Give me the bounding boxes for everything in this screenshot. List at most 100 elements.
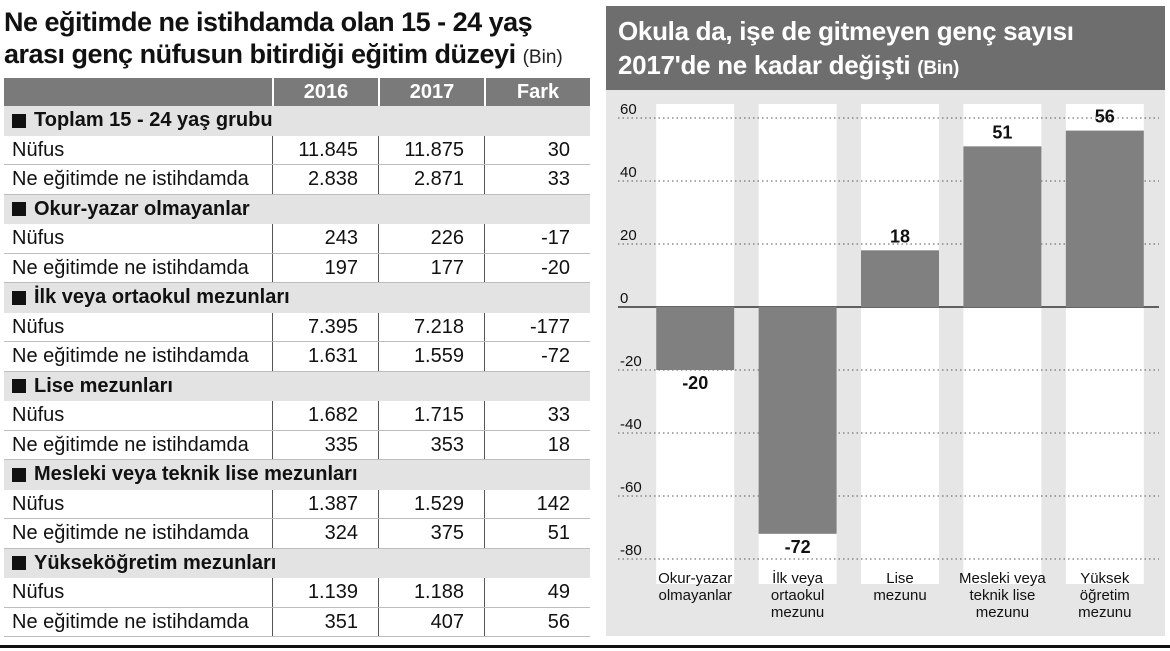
cell-2017: 11.875 [378,135,484,164]
y-tick-label: -60 [620,479,642,496]
table-row: Ne eğitimde ne istihdamda 335 353 18 [4,430,590,460]
table-group-header: Mesleki veya teknik lise mezunları [4,460,590,490]
x-category-label: Okur-yazar olmayanlar [640,570,750,604]
row-label: Nüfus [12,138,65,161]
cell-fark: 51 [484,519,590,548]
cell-2016: 11.845 [272,135,378,164]
table-row: Nüfus 243 226 -17 [4,224,590,254]
group-name: Mesleki veya teknik lise mezunları [34,463,358,485]
group-name: Okur-yazar olmayanlar [34,197,250,220]
data-table: 2016 2017 Fark Toplam 15 - 24 yaş grubu N… [4,78,590,637]
row-label: Ne eğitimde ne istihdamda [12,522,249,544]
row-label: Ne eğitimde ne istihdamda [12,433,249,456]
bar-chart: 60 40 20 0 -20 -40 -60 -80 -20 -72 18 51 56 [618,101,1159,584]
bottom-rule [0,645,1170,648]
table-title-line2: arası genç nüfusun bitirdiği eğitim düze… [4,39,516,69]
cell-fark: 18 [484,430,590,459]
row-label: Ne eğitimde ne istihdamda [12,610,249,633]
table-title-line1: Ne eğitimde ne istihdamda olan 15 - 24 y… [4,7,533,37]
x-category-label-line: Yüksek [1080,570,1130,587]
cell-fark: -17 [484,224,590,253]
table-row: Ne eğitimde ne istihdamda 2.838 2.871 33 [4,165,590,195]
cell-2017: 375 [378,519,484,548]
y-tick-label: -80 [620,542,642,559]
group-name: Lise mezunları [34,374,173,397]
y-tick-label: -40 [620,416,642,433]
bar [1065,130,1144,307]
y-tick-label: 60 [620,101,637,118]
cell-fark: -20 [484,253,590,282]
row-label: Ne eğitimde ne istihdamda [12,256,249,279]
bar [963,146,1042,307]
x-category-label-line: ortaokul [770,587,825,604]
cell-fark: -177 [484,312,590,341]
x-category-label-line: mezunu [873,587,927,604]
row-label: Nüfus [12,315,65,338]
table-group-header: Yükseköğretim mezunları [4,548,590,578]
cell-2017: 7.218 [378,312,484,341]
cell-2016: 1.387 [272,489,378,518]
chart-header: Okula da, işe de gitmeyen genç sayısı 20… [606,6,1165,90]
x-category-label-line: İlk veya [772,570,824,587]
group-name: Yükseköğretim mezunları [34,551,277,574]
cell-2017: 2.871 [378,165,484,194]
cell-fark: 33 [484,165,590,194]
cell-2016: 351 [272,607,378,636]
bar-value-label: -72 [785,537,811,557]
cell-fark: 56 [484,607,590,636]
chart-panel: Okula da, işe de gitmeyen genç sayısı 20… [606,6,1165,636]
table-panel: Ne eğitimde ne istihdamda olan 15 - 24 y… [4,6,592,637]
bar [758,307,837,534]
cell-2016: 7.395 [272,312,378,341]
header-2017: 2017 [378,78,484,106]
header-fark: Fark [484,78,590,106]
table-group-header: İlk veya ortaokul mezunları [4,283,590,313]
table-row: Nüfus 1.139 1.188 49 [4,578,590,608]
cell-2017: 1.188 [378,578,484,607]
square-bullet-icon [12,202,26,217]
table-row: Ne eğitimde ne istihdamda 324 375 51 [4,519,590,549]
table-title: Ne eğitimde ne istihdamda olan 15 - 24 y… [4,6,592,74]
y-tick-label: 40 [620,164,637,181]
cell-2017: 1.559 [378,342,484,371]
square-bullet-icon [12,290,26,305]
cell-2016: 1.631 [272,342,378,371]
group-name: İlk veya ortaokul mezunları [34,286,290,308]
bar-value-label: 51 [992,122,1012,142]
table-body: Toplam 15 - 24 yaş grubu Nüfus 11.845 11.87… [4,106,590,637]
header-spacer [4,78,272,106]
table-row: Ne eğitimde ne istihdamda 351 407 56 [4,607,590,637]
table-group-header: Toplam 15 - 24 yaş grubu [4,106,590,136]
table-group-header: Okur-yazar olmayanlar [4,194,590,224]
x-category-label-line: öğretim [1079,587,1130,604]
y-tick-label: -20 [620,353,642,370]
cell-2016: 335 [272,430,378,459]
header-2016: 2016 [272,78,378,106]
chart-title: Okula da, işe de gitmeyen genç sayısı 20… [618,14,1158,86]
square-bullet-icon [12,113,26,128]
cell-fark: 33 [484,401,590,430]
table-header-row: 2016 2017 Fark [4,78,590,106]
table-title-unit: (Bin) [522,47,563,68]
cell-2016: 197 [272,253,378,282]
bar-value-label: 56 [1095,107,1115,127]
row-label: Nüfus [12,227,65,249]
cell-fark: 142 [484,489,590,518]
bar-value-label: -20 [682,373,708,393]
y-tick-label: 0 [620,290,628,307]
cell-2016: 324 [272,519,378,548]
x-category-label: Mesleki veya teknik lise mezunu [947,570,1057,621]
cell-2017: 407 [378,607,484,636]
x-category-label: Lise mezunu [845,570,955,604]
square-bullet-icon [12,379,26,394]
cell-2017: 226 [378,224,484,253]
x-category-label-line: olmayanlar [658,587,732,604]
table-row: Nüfus 1.682 1.715 33 [4,401,590,431]
cell-2017: 177 [378,253,484,282]
table-group-header: Lise mezunları [4,371,590,401]
x-category-label-line: Mesleki veya [959,570,1046,587]
row-label: Ne eğitimde ne istihdamda [12,345,249,367]
row-label: Nüfus [12,404,65,426]
row-label: Nüfus [12,492,65,515]
table-row: Nüfus 1.387 1.529 142 [4,489,590,519]
